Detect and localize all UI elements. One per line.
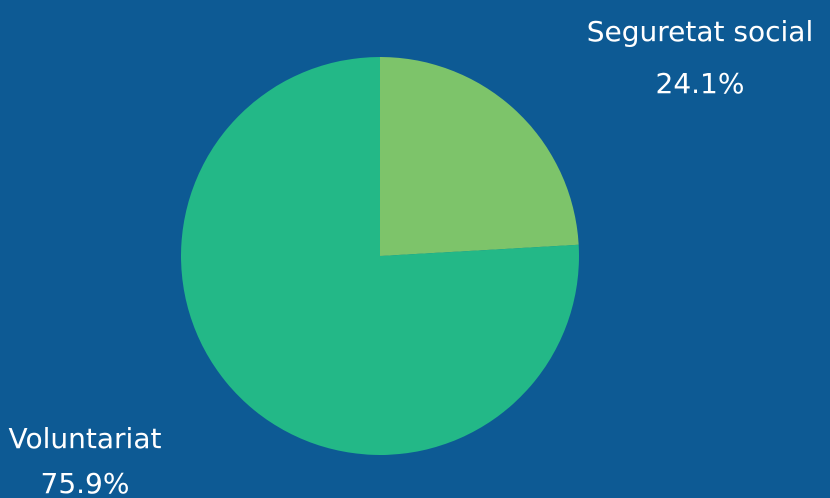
pie-slice [180,57,580,455]
pie-slice [380,57,579,256]
slice-label: Seguretat social [587,15,814,48]
slice-label: Voluntariat [9,422,162,455]
slice-value-label: 24.1% [656,67,745,100]
slice-value-label: 75.9% [41,467,130,498]
